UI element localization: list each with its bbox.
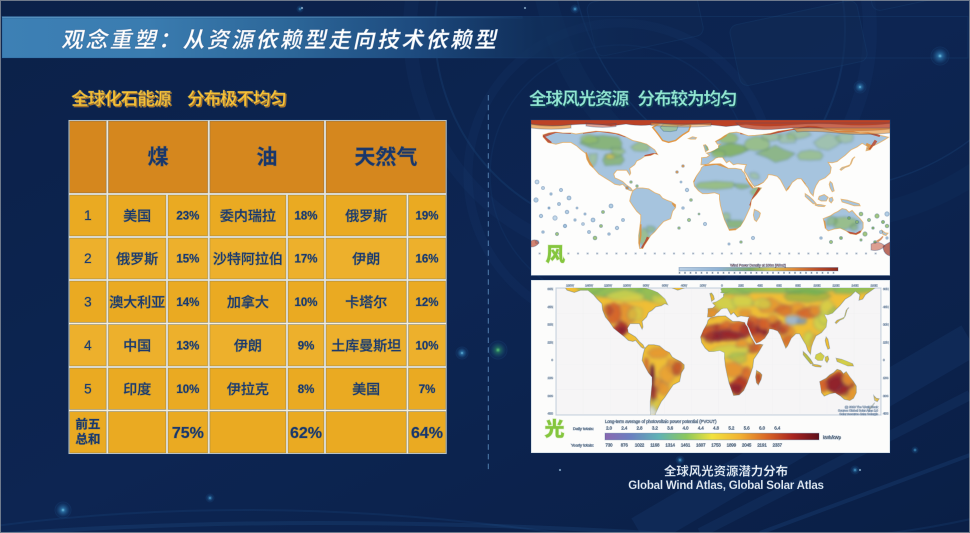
svg-text:Solar resource data: Solargis: Solar resource data: Solargis <box>839 412 878 416</box>
svg-text:2: 2 <box>84 251 92 266</box>
svg-text:1899: 1899 <box>727 443 737 448</box>
svg-text:7%: 7% <box>419 384 436 396</box>
svg-text:3.2: 3.2 <box>652 426 658 431</box>
svg-text:40W: 40W <box>681 284 687 288</box>
svg-text:2.4: 2.4 <box>621 426 627 431</box>
svg-text:15%: 15% <box>176 254 199 266</box>
svg-text:45N: 45N <box>547 305 553 309</box>
svg-text:64%: 64% <box>411 425 443 442</box>
svg-text:20E: 20E <box>738 284 743 288</box>
svg-text:1753: 1753 <box>711 443 721 448</box>
svg-text:2.8: 2.8 <box>637 426 643 431</box>
svg-text:1022: 1022 <box>635 443 645 448</box>
svg-text:16%: 16% <box>415 254 438 266</box>
svg-text:6.0: 6.0 <box>759 426 765 431</box>
svg-text:15N: 15N <box>547 340 553 344</box>
svg-text:120W: 120W <box>604 284 612 288</box>
svg-text:19%: 19% <box>415 211 438 223</box>
svg-text:Wind Power Density at 100m [W: Wind Power Density at 100m [W/m2] <box>730 263 785 267</box>
svg-text:23%: 23% <box>176 211 199 223</box>
svg-text:160W: 160W <box>566 284 574 288</box>
svg-text:75%: 75% <box>172 425 204 442</box>
svg-text:1607: 1607 <box>696 443 706 448</box>
svg-text:730: 730 <box>606 443 614 448</box>
svg-text:Source: Global Solar Atlas 2.0: Source: Global Solar Atlas 2.0 <box>838 409 878 413</box>
svg-text:3.6: 3.6 <box>667 426 673 431</box>
svg-text:8%: 8% <box>298 384 315 396</box>
svg-text:15S: 15S <box>548 376 553 380</box>
svg-text:4.8: 4.8 <box>713 426 719 431</box>
svg-text:5.6: 5.6 <box>744 426 750 431</box>
svg-text:13%: 13% <box>176 340 199 352</box>
svg-text:4: 4 <box>84 338 92 353</box>
svg-text:60E: 60E <box>776 284 781 288</box>
svg-text:17%: 17% <box>294 254 317 266</box>
svg-text:60N: 60N <box>883 287 889 291</box>
svg-text:Yearly totals:: Yearly totals: <box>571 443 594 448</box>
svg-text:Long-term average of photovolt: Long-term average of photovoltaic power … <box>605 419 717 424</box>
svg-text:30N: 30N <box>547 323 553 327</box>
svg-text:160E: 160E <box>870 284 877 288</box>
svg-text:9%: 9% <box>298 340 315 352</box>
svg-text:12%: 12% <box>415 297 438 309</box>
svg-text:2.0: 2.0 <box>606 426 612 431</box>
svg-text:140E: 140E <box>851 284 858 288</box>
svg-text:20W: 20W <box>700 284 706 288</box>
svg-text:0: 0 <box>551 358 553 362</box>
svg-text:2191: 2191 <box>757 443 767 448</box>
svg-text:30N: 30N <box>883 323 889 327</box>
svg-text:15S: 15S <box>883 376 888 380</box>
svg-text:100W: 100W <box>623 284 631 288</box>
svg-text:140W: 140W <box>585 284 593 288</box>
svg-text:2337: 2337 <box>773 443 783 448</box>
svg-text:1461: 1461 <box>681 443 691 448</box>
svg-text:120E: 120E <box>832 284 839 288</box>
svg-text:1168: 1168 <box>650 443 660 448</box>
svg-text:30S: 30S <box>548 394 553 398</box>
svg-text:15N: 15N <box>883 340 889 344</box>
svg-text:3: 3 <box>84 294 92 309</box>
svg-text:18%: 18% <box>294 211 317 223</box>
svg-text:100E: 100E <box>813 284 820 288</box>
svg-text:2045: 2045 <box>742 443 752 448</box>
svg-text:10%: 10% <box>176 384 199 396</box>
svg-text:80E: 80E <box>795 284 800 288</box>
svg-text:45N: 45N <box>883 305 889 309</box>
svg-text:4.4: 4.4 <box>698 426 704 431</box>
svg-text:0: 0 <box>883 358 885 362</box>
svg-text:10%: 10% <box>415 340 438 352</box>
svg-text:62%: 62% <box>290 425 322 442</box>
svg-text:4.0: 4.0 <box>683 426 689 431</box>
svg-text:5.2: 5.2 <box>728 426 734 431</box>
svg-text:14%: 14% <box>176 297 199 309</box>
svg-text:kWh/kWp: kWh/kWp <box>823 435 842 440</box>
svg-text:60W: 60W <box>662 284 668 288</box>
svg-text:30S: 30S <box>883 394 888 398</box>
svg-text:45S: 45S <box>883 412 888 416</box>
svg-text:10%: 10% <box>294 297 317 309</box>
svg-text:1314: 1314 <box>666 443 676 448</box>
svg-text:Daily totals:: Daily totals: <box>573 426 594 431</box>
svg-text:6.4: 6.4 <box>774 426 780 431</box>
svg-text:45S: 45S <box>548 412 553 416</box>
svg-text:40E: 40E <box>757 284 762 288</box>
svg-text:80W: 80W <box>643 284 649 288</box>
svg-text:Global Wind Atlas, Global Sola: Global Wind Atlas, Global Solar Atlas <box>628 480 823 492</box>
svg-text:876: 876 <box>621 443 629 448</box>
svg-text:5: 5 <box>84 381 92 396</box>
svg-text:(c) 2019 The World Bank: (c) 2019 The World Bank <box>845 405 879 409</box>
svg-text:1: 1 <box>84 208 92 223</box>
svg-text:0: 0 <box>721 284 723 288</box>
svg-text:60N: 60N <box>547 287 553 291</box>
